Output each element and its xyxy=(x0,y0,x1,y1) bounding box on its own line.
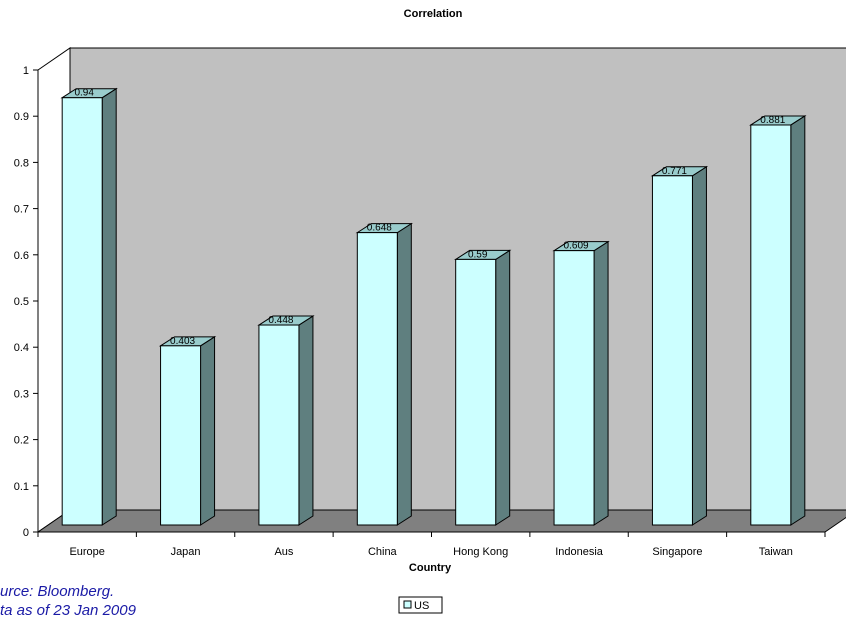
y-tick-label: 0.7 xyxy=(14,204,29,216)
data-labels: 0.94 0.403 0.448 0.648 0.59 0.609 0.771 0.881 xyxy=(74,88,785,347)
y-tick-label: 0 xyxy=(23,527,29,539)
legend: US xyxy=(398,596,443,614)
bar-japan xyxy=(158,335,217,526)
bars xyxy=(60,87,807,526)
y-tick-label: 0.4 xyxy=(14,342,29,354)
x-tick-labels: Europe Japan Aus China Hong Kong Indonesia Sin… xyxy=(69,546,792,558)
data-label: 0.771 xyxy=(662,166,687,177)
bar-side xyxy=(495,249,511,526)
legend-swatch xyxy=(403,600,412,609)
data-label: 0.881 xyxy=(760,115,785,126)
bar-front xyxy=(160,345,202,526)
data-date-note: ta as of 23 Jan 2009 xyxy=(0,602,136,619)
x-tick-label: China xyxy=(368,546,398,558)
legend-label: US xyxy=(414,600,429,612)
y-tick-labels: 0 0.1 0.2 0.3 0.4 0.5 0.6 0.7 0.8 0.9 1 xyxy=(14,65,29,539)
bar-china xyxy=(355,222,414,526)
bar-front xyxy=(750,124,792,526)
y-tick-label: 0.3 xyxy=(14,388,29,400)
y-tick-label: 0.9 xyxy=(14,111,29,123)
y-tick-label: 0.2 xyxy=(14,435,29,447)
axes xyxy=(33,69,826,537)
bar-side xyxy=(593,240,609,526)
bar-side xyxy=(396,222,412,526)
y-tick-label: 1 xyxy=(23,65,29,77)
floor xyxy=(36,509,846,533)
bar-aus xyxy=(257,315,315,526)
bar-front xyxy=(61,97,103,526)
bar-side xyxy=(298,315,314,526)
bar-side xyxy=(691,165,707,526)
source-note: urce: Bloomberg. xyxy=(0,583,115,600)
y-tick-label: 0.5 xyxy=(14,296,29,308)
data-label: 0.403 xyxy=(170,336,195,347)
bar-side xyxy=(200,335,216,526)
x-axis-title: Country xyxy=(409,562,452,574)
bar-front xyxy=(356,232,398,526)
x-tick-label: Aus xyxy=(274,546,293,558)
y-tick-label: 0.8 xyxy=(14,157,29,169)
plot-walls xyxy=(36,47,846,533)
x-tick-label: Taiwan xyxy=(759,546,793,558)
bar-front xyxy=(553,250,595,526)
y-tick-label: 0.6 xyxy=(14,250,29,262)
data-label: 0.648 xyxy=(367,223,392,234)
bar-side xyxy=(790,115,806,526)
x-tick-label: Europe xyxy=(69,546,104,558)
y-tick-label: 0.1 xyxy=(14,481,29,493)
data-label: 0.94 xyxy=(74,88,94,99)
bar-europe xyxy=(60,87,118,526)
bar-taiwan xyxy=(749,115,807,526)
bar-front xyxy=(258,324,300,526)
x-tick-label: Japan xyxy=(171,546,201,558)
bar-hong-kong xyxy=(453,249,512,526)
x-tick-label: Singapore xyxy=(652,546,702,558)
bar-singapore xyxy=(650,165,709,526)
bar-front xyxy=(455,258,497,526)
data-label: 0.59 xyxy=(468,249,488,260)
bar-side xyxy=(101,87,117,526)
chart-title: Correlation xyxy=(404,8,463,20)
data-label: 0.448 xyxy=(268,315,293,326)
data-label: 0.609 xyxy=(564,241,589,252)
x-tick-label: Indonesia xyxy=(555,546,604,558)
x-tick-label: Hong Kong xyxy=(453,546,508,558)
bar-indonesia xyxy=(552,240,610,526)
bar-front xyxy=(651,175,693,526)
